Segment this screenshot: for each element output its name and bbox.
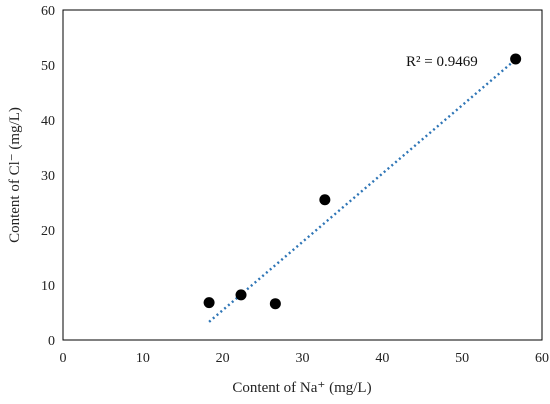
data-point (269, 298, 281, 310)
y-tick-label: 50 (41, 59, 55, 74)
x-tick-label: 30 (296, 351, 310, 366)
y-tick-label: 20 (41, 224, 55, 239)
x-tick-label: 50 (455, 351, 469, 366)
r-squared-annotation: R² = 0.9469 (406, 54, 478, 70)
data-points (203, 53, 522, 310)
data-point (235, 289, 247, 301)
plot-area-frame (62, 9, 543, 341)
data-point (203, 297, 215, 309)
x-tick-label: 20 (216, 351, 230, 366)
x-tick-label: 10 (136, 351, 150, 366)
data-point (510, 53, 522, 65)
x-tick-labels: 0 10 20 30 40 50 60 (60, 351, 550, 366)
y-tick-label: 0 (48, 334, 55, 349)
y-tick-label: 60 (41, 4, 55, 19)
y-tick-label: 10 (41, 279, 55, 294)
y-axis-title: Content of Cl⁻ (mg/L) (7, 107, 23, 243)
y-tick-label: 40 (41, 114, 55, 129)
x-tick-label: 60 (535, 351, 549, 366)
x-tick-label: 0 (60, 351, 67, 366)
y-tick-label: 30 (41, 169, 55, 184)
y-tick-labels: 0 10 20 30 40 50 60 (41, 4, 55, 349)
x-axis-title: Content of Na⁺ (mg/L) (232, 380, 371, 396)
trendline (208, 58, 517, 323)
data-point (319, 194, 331, 206)
x-tick-label: 40 (375, 351, 389, 366)
